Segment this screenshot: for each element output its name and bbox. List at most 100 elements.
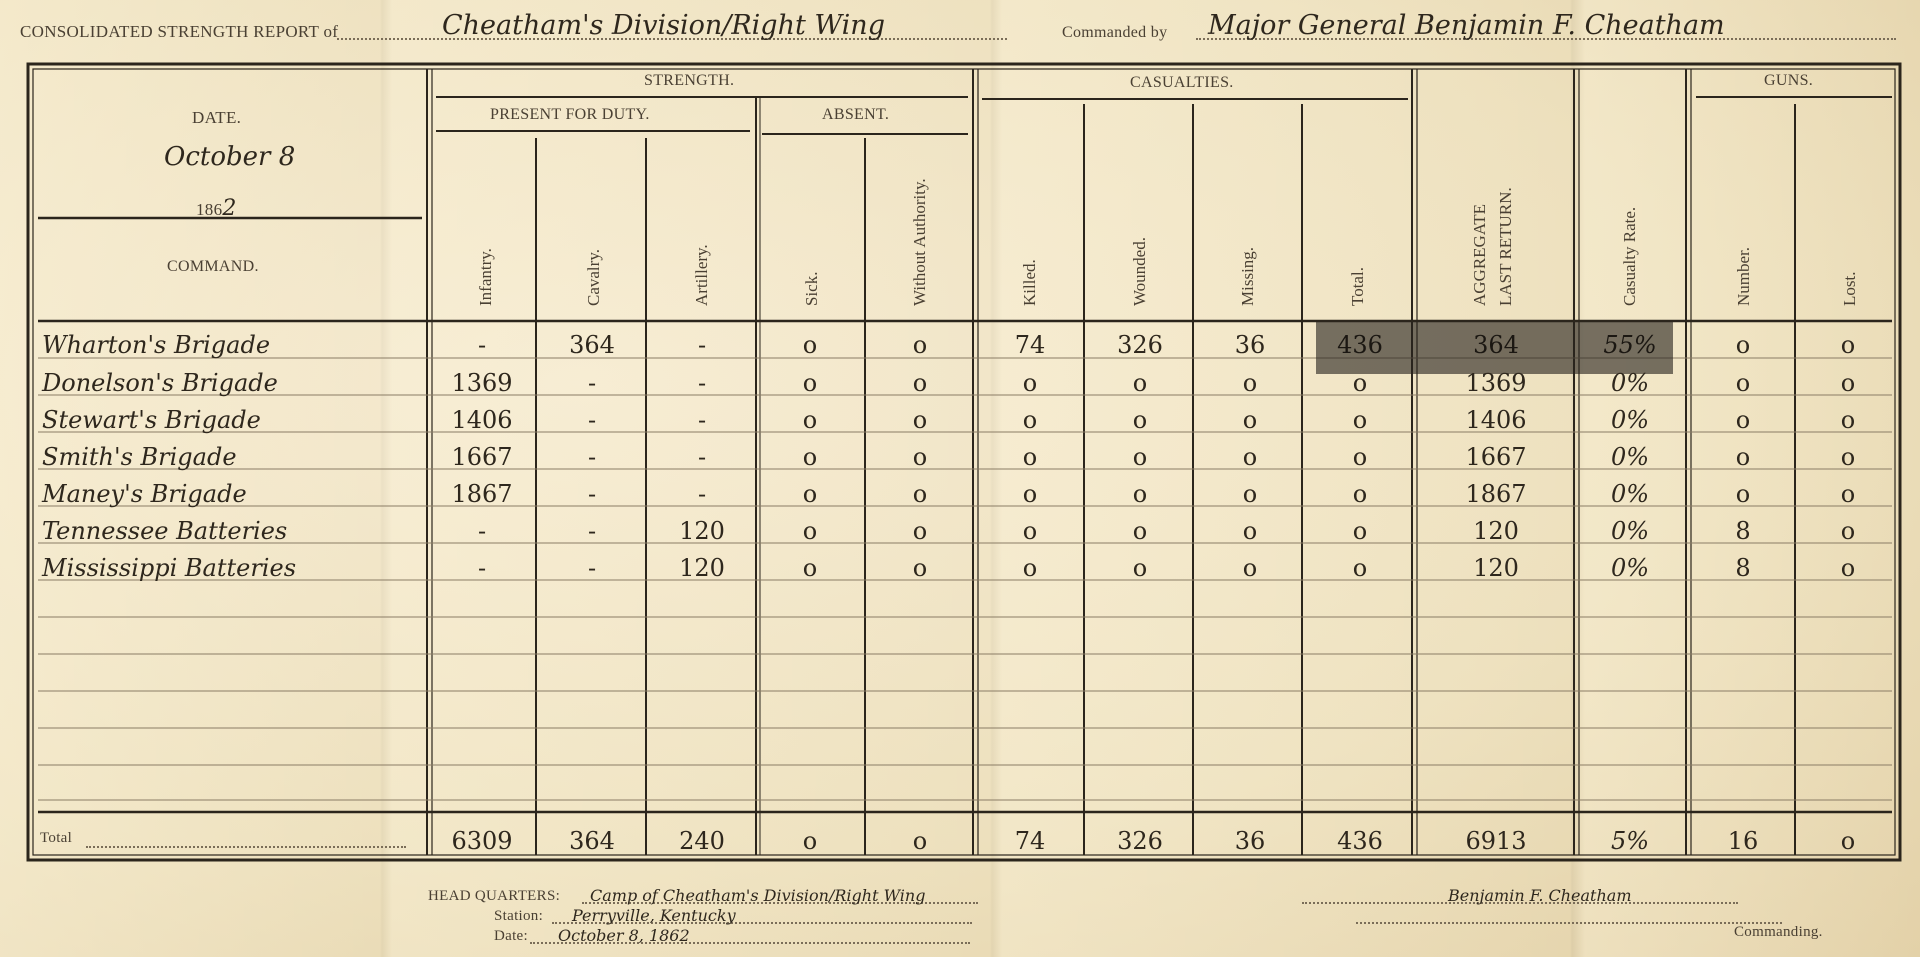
date-year-suffix: 2 — [222, 196, 237, 221]
cell-cavalry: - — [587, 369, 597, 397]
cell-artillery: 120 — [679, 554, 725, 582]
cell-wounded: o — [1132, 554, 1148, 582]
cell-without-authority: o — [912, 331, 928, 359]
cell-guns-lost: o — [1840, 369, 1856, 397]
cell-missing: o — [1242, 369, 1258, 397]
cell-artillery: - — [697, 406, 707, 434]
cell-casualty-rate: 0% — [1610, 443, 1650, 471]
cell-guns-number: o — [1735, 443, 1751, 471]
col-cavalry: Cavalry. — [584, 249, 603, 306]
total-artillery: 240 — [679, 827, 725, 855]
hq-label: HEAD QUARTERS: — [428, 888, 561, 904]
cell-wounded: o — [1132, 517, 1148, 545]
cell-casualty-rate: 0% — [1610, 480, 1650, 508]
cell-casualty-rate: 0% — [1610, 406, 1650, 434]
cell-aggregate: 120 — [1473, 554, 1519, 582]
cell-artillery: - — [697, 480, 707, 508]
total-guns-number: 16 — [1727, 827, 1759, 855]
date-footer-dots — [530, 942, 970, 944]
cell-wounded: o — [1132, 443, 1148, 471]
total-total: 436 — [1337, 827, 1383, 855]
total-casualty-rate: 5% — [1610, 827, 1650, 855]
total-without-authority: o — [912, 827, 928, 855]
col-total: Total. — [1348, 267, 1367, 306]
cell-total: o — [1352, 369, 1368, 397]
cell-without-authority: o — [912, 517, 928, 545]
cell-missing: o — [1242, 406, 1258, 434]
cell-missing: o — [1242, 517, 1258, 545]
total-killed: 74 — [1014, 827, 1046, 855]
command-label: COMMAND. — [167, 258, 259, 275]
row-name: Wharton's Brigade — [42, 331, 271, 359]
cell-casualty-rate: 0% — [1610, 369, 1650, 397]
col-without-authority: Without Authority. — [910, 178, 929, 306]
date-month-day: October 8 — [164, 142, 296, 172]
row-name: Donelson's Brigade — [42, 369, 278, 397]
cell-wounded: o — [1132, 480, 1148, 508]
cell-sick: o — [802, 406, 818, 434]
cell-casualty-rate: 0% — [1610, 517, 1650, 545]
station-value: Perryville, Kentucky — [572, 906, 736, 925]
cell-cavalry: - — [587, 443, 597, 471]
row-name: Smith's Brigade — [42, 443, 237, 471]
signature: Benjamin F. Cheatham — [1448, 886, 1632, 905]
cell-artillery: - — [697, 369, 707, 397]
group-present: PRESENT FOR DUTY. — [490, 106, 650, 123]
total-aggregate: 6913 — [1465, 827, 1527, 855]
report-of-dots — [337, 38, 1007, 40]
cell-without-authority: o — [912, 443, 928, 471]
report-of-value: Cheatham's Division/Right Wing — [442, 10, 885, 41]
cell-guns-number: 8 — [1735, 554, 1751, 582]
col-missing: Missing. — [1238, 246, 1257, 306]
cell-total: o — [1352, 554, 1368, 582]
cell-aggregate: 364 — [1473, 331, 1519, 359]
col-casualty-rate: Casualty Rate. — [1620, 206, 1639, 306]
col-aggregate-line1: AGGREGATE — [1470, 204, 1489, 306]
total-sick: o — [802, 827, 818, 855]
cell-casualty-rate: 55% — [1603, 331, 1657, 359]
row-name: Maney's Brigade — [42, 480, 247, 508]
group-strength: STRENGTH. — [644, 72, 735, 89]
col-sick: Sick. — [802, 271, 821, 306]
cell-sick: o — [802, 517, 818, 545]
cell-guns-lost: o — [1840, 331, 1856, 359]
cell-infantry: 1667 — [451, 443, 513, 471]
cell-total: o — [1352, 480, 1368, 508]
cell-guns-lost: o — [1840, 406, 1856, 434]
cell-casualty-rate: 0% — [1610, 554, 1650, 582]
cell-missing: o — [1242, 480, 1258, 508]
total-label: Total — [40, 830, 73, 846]
report-label: CONSOLIDATED STRENGTH REPORT of — [20, 22, 339, 41]
cell-cavalry: - — [587, 554, 597, 582]
signature-dots — [1302, 902, 1738, 904]
selection-highlight — [1316, 322, 1673, 374]
cell-guns-lost: o — [1840, 480, 1856, 508]
cell-sick: o — [802, 554, 818, 582]
cell-guns-number: o — [1735, 331, 1751, 359]
total-wounded: 326 — [1117, 827, 1163, 855]
date-year: 1862 — [196, 196, 237, 221]
signature-dots-2 — [1356, 922, 1782, 924]
station-dots — [552, 922, 972, 924]
total-cavalry: 364 — [569, 827, 615, 855]
col-guns-number: Number. — [1734, 246, 1753, 306]
cell-missing: 36 — [1234, 331, 1266, 359]
cell-total: o — [1352, 406, 1368, 434]
cell-infantry: - — [477, 554, 487, 582]
cell-total: 436 — [1337, 331, 1383, 359]
cell-cavalry: 364 — [569, 331, 615, 359]
total-missing: 36 — [1234, 827, 1266, 855]
cell-guns-lost: o — [1840, 554, 1856, 582]
date-footer-value: October 8, 1862 — [558, 926, 690, 945]
cell-guns-number: o — [1735, 480, 1751, 508]
cell-aggregate: 1867 — [1465, 480, 1527, 508]
cell-aggregate: 1406 — [1465, 406, 1527, 434]
row-name: Stewart's Brigade — [42, 406, 261, 434]
cell-without-authority: o — [912, 554, 928, 582]
col-infantry: Infantry. — [476, 248, 495, 306]
date-year-prefix: 186 — [196, 200, 223, 219]
hq-dots — [582, 902, 978, 904]
group-guns: GUNS. — [1764, 72, 1814, 89]
